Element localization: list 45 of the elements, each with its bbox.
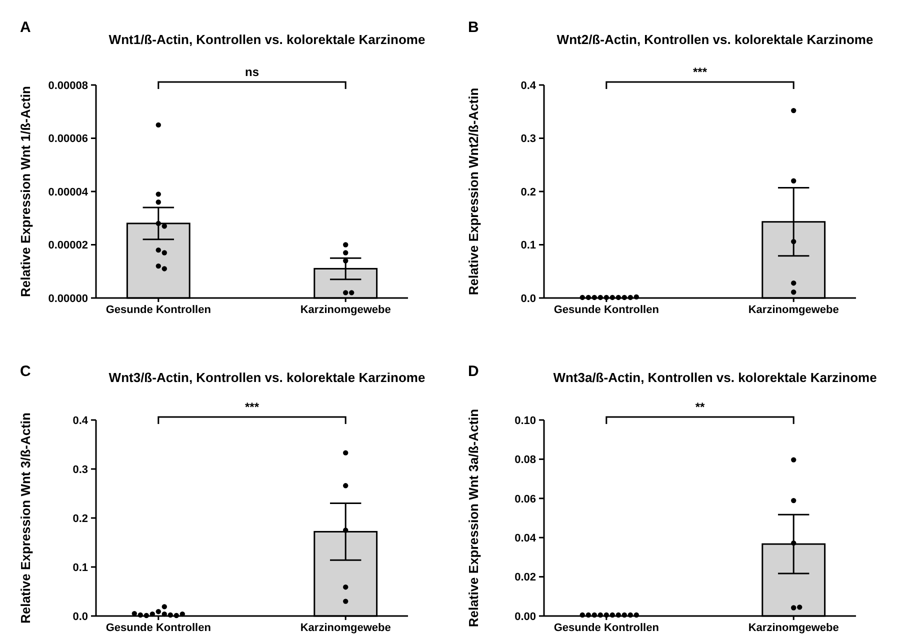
text: B xyxy=(468,19,479,36)
y-tick-label: 0.02 xyxy=(514,572,536,584)
x-tick-label: Gesunde Kontrollen xyxy=(106,304,212,316)
y-axis-title: Relative Expression Wnt 1/ß-Actin xyxy=(18,86,33,297)
x-tick-label: Karzinomgewebe xyxy=(748,304,839,316)
y-tick-label: 0.00002 xyxy=(48,240,88,252)
y-tick-label: 0.4 xyxy=(520,80,537,92)
text: *** xyxy=(244,400,260,414)
text: ** xyxy=(695,400,705,414)
y-axis-title: Relative Expression Wnt2/ß-Actin xyxy=(466,88,481,296)
y-tick-label: 0.4 xyxy=(72,414,89,427)
y-tick-label: 0.0 xyxy=(72,610,88,623)
y-tick-label: 0.1 xyxy=(520,240,536,252)
y-tick-label: 0.00008 xyxy=(48,80,88,92)
chart-title: Wnt1/ß-Actin, Kontrollen vs. kolorektale Karzinome xyxy=(108,32,426,47)
text: A xyxy=(20,19,31,36)
y-tick-label: 0.08 xyxy=(514,454,536,466)
x-tick-label: Gesunde Kontrollen xyxy=(554,304,660,316)
y-tick-label: 0.3 xyxy=(520,133,536,146)
text: C xyxy=(20,363,31,380)
x-tick-label: Karzinomgewebe xyxy=(300,622,391,634)
x-tick-label: Karzinomgewebe xyxy=(748,622,839,634)
y-tick-label: 0.1 xyxy=(72,562,88,574)
x-tick-label: Gesunde Kontrollen xyxy=(554,622,660,634)
text: *** xyxy=(692,65,708,79)
y-tick-label: 0.3 xyxy=(72,464,88,476)
text: ns xyxy=(244,65,260,79)
y-tick-label: 0.0 xyxy=(520,292,536,305)
x-tick-label: Gesunde Kontrollen xyxy=(106,622,212,634)
y-tick-label: 0.06 xyxy=(514,493,536,506)
y-tick-label: 0.10 xyxy=(514,414,536,427)
chart-title: Wnt2/ß-Actin, Kontrollen vs. kolorektale Karzinome xyxy=(556,32,874,47)
y-tick-label: 0.04 xyxy=(514,532,537,544)
chart-title: Wnt3a/ß-Actin, Kontrollen vs. kolorektale Karzinome xyxy=(553,370,877,385)
y-tick-label: 0.00006 xyxy=(48,133,88,146)
x-tick-label: Karzinomgewebe xyxy=(300,304,391,316)
y-tick-label: 0.00004 xyxy=(48,186,89,198)
y-axis-title: Relative Expression Wnt 3a/ß-Actin xyxy=(466,408,481,628)
text: D xyxy=(468,363,479,380)
y-tick-label: 0.00000 xyxy=(48,292,88,305)
y-tick-label: 0.2 xyxy=(72,512,88,525)
y-tick-label: 0.2 xyxy=(520,186,536,198)
y-axis-title: Relative Expression Wnt 3/ß-Actin xyxy=(18,412,33,624)
chart-title: Wnt3/ß-Actin, Kontrollen vs. kolorektale Karzinome xyxy=(108,370,426,385)
y-tick-label: 0.00 xyxy=(514,610,536,623)
